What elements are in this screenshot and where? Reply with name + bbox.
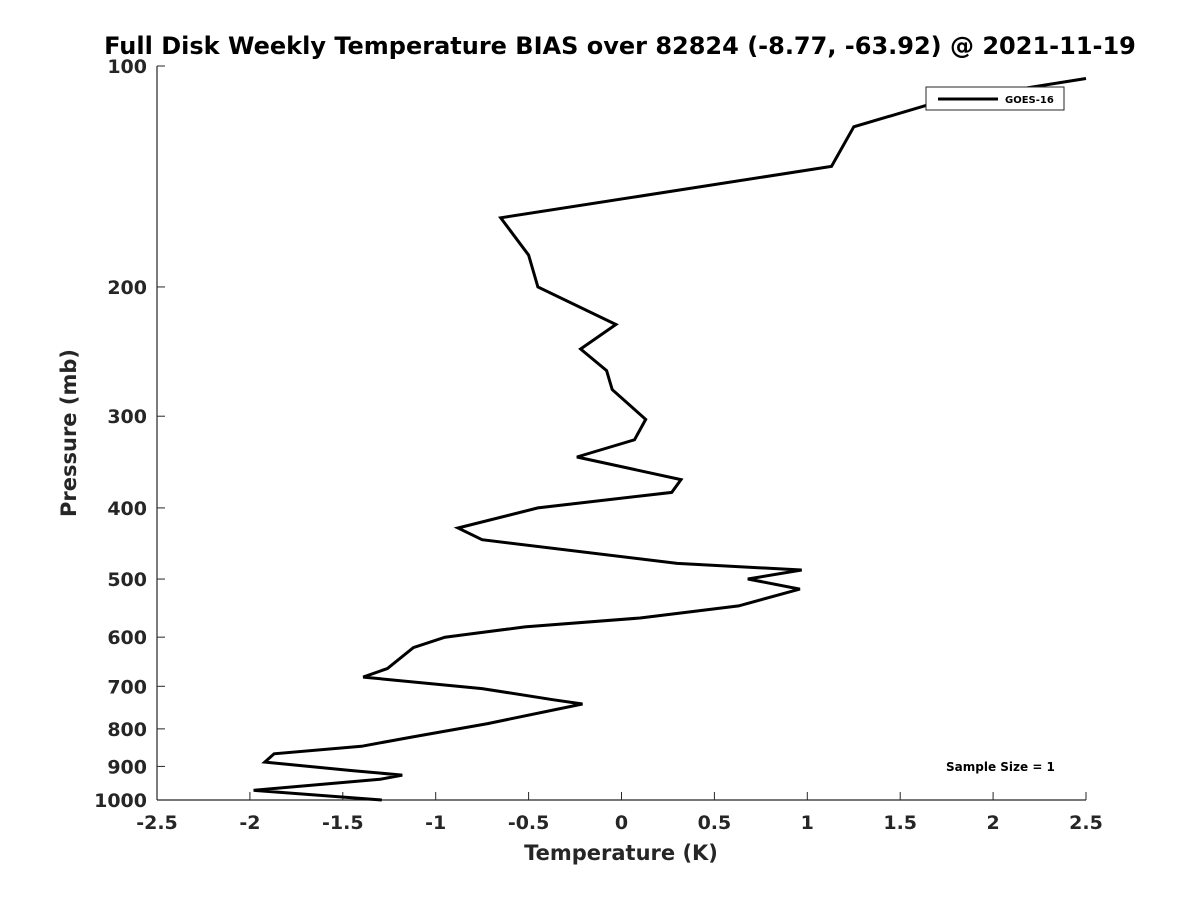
y-tick-label: 1000 <box>94 790 147 812</box>
x-tick-label: -2.5 <box>136 812 178 834</box>
x-tick-label: -2 <box>239 812 260 834</box>
x-tick-label: 0 <box>615 812 628 834</box>
plot-area <box>156 66 1086 801</box>
y-tick-label: 400 <box>107 498 147 520</box>
x-tick-label: -1.5 <box>322 812 364 834</box>
legend-label-goes-16: GOES-16 <box>1005 95 1054 106</box>
series-line-goes-16 <box>253 77 1087 802</box>
y-tick-label: 200 <box>107 277 147 299</box>
x-axis-label: Temperature (K) <box>524 841 718 865</box>
y-tick-label: 300 <box>107 406 147 428</box>
x-tick-label: -0.5 <box>508 812 550 834</box>
y-tick-label: 700 <box>107 676 147 698</box>
legend: GOES-16 <box>925 86 1065 111</box>
y-tick-label: 500 <box>107 569 147 591</box>
y-tick-label: 800 <box>107 719 147 741</box>
x-axis-ticks: -2.5 -2 -1.5 -1 -0.5 0 0.5 1 1.5 2 2.5 <box>136 792 1103 834</box>
y-axis-ticks: 100 200 300 400 500 600 700 800 900 1000 <box>94 56 165 812</box>
x-tick-label: 2.5 <box>1069 812 1103 834</box>
y-tick-label: 900 <box>107 756 147 778</box>
x-tick-label: 2 <box>986 812 999 834</box>
chart-title: Full Disk Weekly Temperature BIAS over 8… <box>104 32 1136 60</box>
y-tick-label: 600 <box>107 627 147 649</box>
x-tick-label: 1.5 <box>883 812 917 834</box>
sample-size-annotation: Sample Size = 1 <box>946 760 1055 774</box>
x-tick-label: 0.5 <box>698 812 732 834</box>
y-tick-label: 100 <box>107 56 147 78</box>
y-axis-label: Pressure (mb) <box>57 349 81 517</box>
x-tick-label: 1 <box>801 812 814 834</box>
x-tick-label: -1 <box>425 812 446 834</box>
